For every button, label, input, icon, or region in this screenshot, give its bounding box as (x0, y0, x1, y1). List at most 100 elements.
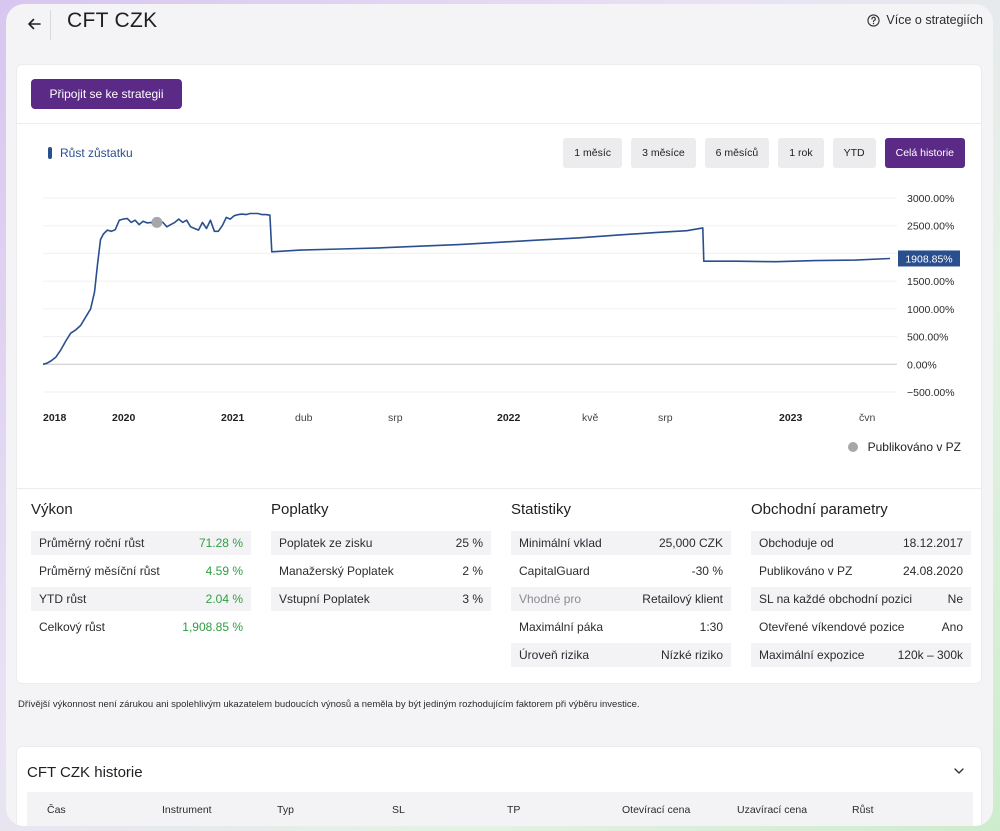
stat-label: Minimální vklad (519, 536, 602, 550)
history-column-header[interactable]: Uzavírací cena (737, 804, 808, 816)
stat-row: Úroveň rizika Nízké riziko (511, 643, 731, 667)
stat-value: 1:30 (699, 620, 723, 634)
back-button[interactable] (20, 10, 48, 38)
stat-label: Otevřené víkendové pozice (759, 620, 905, 634)
history-column-header[interactable]: Otevírací cena (622, 804, 691, 816)
stat-label: Maximální expozice (759, 648, 865, 662)
section-title: Obchodní parametry (751, 501, 888, 518)
current-value-label: 1908.85% (905, 253, 952, 265)
stat-row: Obchoduje od 18.12.2017 (751, 531, 971, 555)
stat-value: Retailový klient (642, 592, 723, 606)
x-tick-label: 2023 (779, 412, 803, 424)
x-tick-label: 2021 (221, 412, 245, 424)
more-about-strategies-link[interactable]: Více o strategiích (867, 13, 983, 27)
stat-value: Nízké riziko (660, 648, 723, 662)
stat-row: Průměrný roční růst 71.28 % (31, 531, 251, 555)
stat-value: Ano (941, 620, 963, 634)
history-column-header[interactable]: Instrument (162, 804, 212, 816)
range-selector: 1 měsíc 3 měsíce 6 měsíců 1 rok YTD Celá hist… (563, 138, 965, 168)
stat-value: 25 % (455, 536, 483, 550)
section-title: Výkon (31, 501, 73, 518)
range-button-2[interactable]: 6 měsíců (704, 138, 770, 168)
history-column-header[interactable]: Typ (277, 804, 294, 816)
stat-row: Průměrný měsíční růst 4.59 % (31, 559, 251, 583)
history-title: CFT CZK historie (27, 764, 143, 781)
y-tick-label: 3000.00% (907, 193, 954, 205)
app-frame: CFT CZK Více o strategiích Připojit se k… (6, 4, 993, 826)
stat-value: 2.04 % (205, 592, 243, 606)
y-tick-label: 0.00% (907, 359, 937, 371)
stat-row: Manažerský Poplatek 2 % (271, 559, 491, 583)
stats-divider (17, 488, 981, 489)
range-button-0[interactable]: 1 měsíc (563, 138, 623, 168)
stat-value: Ne (947, 592, 963, 606)
more-link-label: Více o strategiích (886, 13, 983, 27)
x-tick-label: srp (658, 412, 673, 424)
stat-label: SL na každé obchodní pozici (759, 592, 912, 606)
stat-label: Úroveň rizika (519, 648, 590, 662)
stat-label: Poplatek ze zisku (279, 536, 373, 550)
history-column-header[interactable]: Čas (47, 804, 66, 816)
y-tick-label: −500.00% (907, 387, 955, 399)
stat-label: Publikováno v PZ (759, 564, 853, 578)
history-column-header[interactable]: TP (507, 804, 521, 816)
x-tick-label: kvě (582, 412, 599, 424)
balance-growth-line[interactable] (42, 212, 891, 366)
stat-row: Vhodné pro Retailový klient (511, 587, 731, 611)
statistics-section: Statistiky Minimální vklad 25,000 CZK Capit… (511, 501, 731, 671)
stat-value: 4.59 % (205, 564, 243, 578)
stat-value: 2 % (462, 564, 483, 578)
chevron-down-icon[interactable] (951, 763, 967, 779)
y-tick-label: 1000.00% (907, 304, 954, 316)
history-card: CFT CZK historie Čas Instrument Typ SL TP Ote… (16, 746, 982, 826)
stat-value: 3 % (462, 592, 483, 606)
y-tick-label: 500.00% (907, 332, 948, 344)
legend-swatch (48, 147, 52, 159)
history-column-header[interactable]: Růst (852, 804, 874, 816)
current-value-badge: 1908.85% (898, 250, 960, 267)
stat-label: Průměrný měsíční růst (39, 564, 160, 578)
balance-growth-legend[interactable]: Růst zůstatku (48, 146, 133, 160)
stat-row: YTD růst 2.04 % (31, 587, 251, 611)
section-title: Statistiky (511, 501, 572, 518)
x-tick-label: 2020 (112, 412, 136, 424)
history-table-header: Čas Instrument Typ SL TP Otevírací cena Uzavír… (27, 792, 973, 826)
stat-value: 120k – 300k (897, 648, 963, 662)
stat-value: 25,000 CZK (658, 536, 723, 550)
stat-value: 24.08.2020 (902, 564, 963, 578)
stat-label: Vhodné pro (519, 592, 582, 606)
range-button-4[interactable]: YTD (832, 138, 876, 168)
range-button-3[interactable]: 1 rok (778, 138, 824, 168)
page-title: CFT CZK (67, 9, 158, 32)
join-strategy-button[interactable]: Připojit se ke strategii (31, 79, 182, 109)
strategy-card: Připojit se ke strategii Růst zůstatku 1… (16, 64, 982, 684)
published-legend[interactable]: Publikováno v PZ (847, 440, 961, 454)
published-marker[interactable] (151, 216, 163, 228)
stat-label: CapitalGuard (519, 564, 590, 578)
range-button-5[interactable]: Celá historie (884, 138, 965, 168)
stat-value: 18.12.2017 (902, 536, 963, 550)
x-tick-label: srp (388, 412, 403, 424)
stat-label: Manažerský Poplatek (279, 564, 394, 578)
trade-params-section: Obchodní parametry Obchoduje od 18.12.2017… (751, 501, 971, 671)
help-circle-icon (867, 13, 881, 27)
stat-row: Minimální vklad 25,000 CZK (511, 531, 731, 555)
stat-row: Celkový růst 1,908.85 % (31, 615, 251, 639)
balance-growth-chart: 3000.00%2500.00%2000.00%1500.00%1000.00%… (42, 193, 960, 424)
range-button-1[interactable]: 3 měsíce (631, 138, 696, 168)
x-tick-label: 2022 (497, 412, 521, 424)
stat-row: SL na každé obchodní pozici Ne (751, 587, 971, 611)
x-tick-label: čvn (859, 412, 876, 424)
stat-value: 71.28 % (198, 536, 243, 550)
arrow-left-icon (28, 18, 41, 30)
top-bar: CFT CZK Více o strategiích (6, 4, 993, 48)
stat-row: Maximální expozice 120k – 300k (751, 643, 971, 667)
stat-value: 1,908.85 % (182, 620, 243, 634)
disclaimer-text: Dřívější výkonnost není zárukou ani spol… (18, 699, 640, 710)
card-divider (17, 123, 981, 124)
published-legend-label: Publikováno v PZ (867, 440, 961, 454)
x-tick-label: dub (295, 412, 313, 424)
history-column-header[interactable]: SL (392, 804, 405, 816)
header-divider (50, 10, 51, 40)
stat-row: Otevřené víkendové pozice Ano (751, 615, 971, 639)
